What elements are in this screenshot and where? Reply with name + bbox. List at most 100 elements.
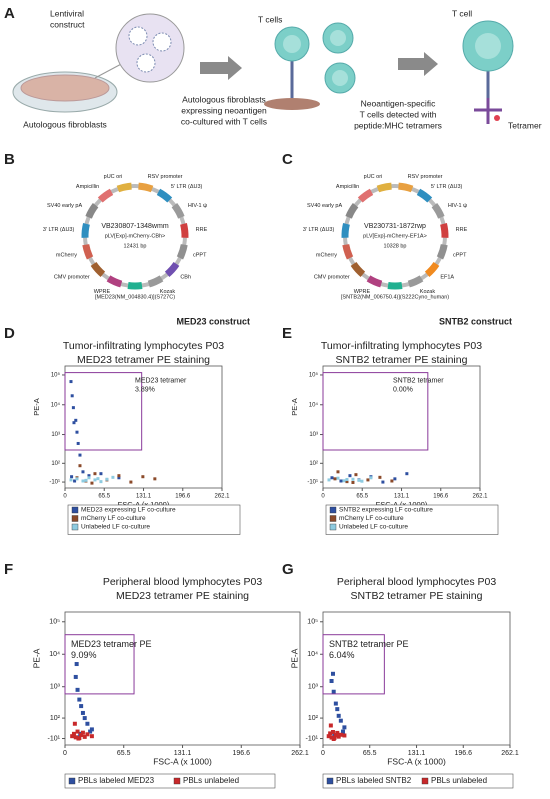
fibroblast-label: Autologous fibroblasts: [23, 119, 107, 129]
feature-arc: [171, 203, 185, 219]
event-point: [340, 729, 345, 734]
gate-percent: 0.00%: [393, 386, 413, 393]
plasmid-size: 12431 bp: [124, 243, 147, 249]
event-point: [326, 734, 331, 739]
y-tick-label: 10⁴: [309, 401, 319, 408]
feature-arc: [416, 188, 433, 203]
plasmid-description: pLV[Exp]-mCherry-EF1A>: [363, 233, 427, 239]
event-point: [330, 476, 334, 480]
y-tick-label: 10⁵: [309, 372, 319, 379]
x-axis-label: FSC-A (x 1000): [153, 756, 212, 766]
event-point: [72, 721, 77, 726]
event-point: [85, 721, 90, 726]
y-tick-label: 10³: [51, 432, 60, 438]
feature-arc: [85, 203, 99, 219]
feature-label: Ampicillin: [76, 184, 99, 190]
plasmid-name: VB230807-1348wmm: [101, 223, 168, 230]
event-point: [117, 474, 121, 478]
event-point: [342, 479, 346, 483]
event-point: [345, 477, 349, 481]
feature-arc: [357, 188, 374, 203]
event-point: [69, 478, 73, 482]
event-point: [76, 736, 81, 741]
fluorophore: [494, 115, 500, 121]
construct-label: construct: [50, 19, 85, 29]
feature-label: Ampicillin: [336, 184, 359, 190]
detection-label: peptide:MHC tetramers: [354, 120, 442, 130]
feature-label: RSV promoter: [148, 174, 183, 180]
event-point: [339, 479, 343, 483]
y-tick-label: 10²: [51, 461, 60, 467]
event-point: [129, 480, 133, 484]
event-point: [72, 421, 76, 425]
event-point: [369, 476, 373, 480]
legend-box: [67, 504, 241, 535]
event-point: [105, 477, 109, 481]
legend-swatch: [71, 515, 79, 522]
plot-frame: [322, 611, 511, 746]
feature-arc: [116, 182, 132, 193]
legend-box: [64, 773, 276, 789]
co-culture-label: Autologous fibroblasts: [182, 94, 266, 104]
detection-label: Neoantigen-specific: [361, 98, 436, 108]
panel-label: C: [282, 151, 293, 168]
feature-label: CMV promoter: [54, 274, 90, 280]
legend-label: Unlabeled LF co-culture: [339, 524, 408, 531]
construct-caption: MED23 construct: [176, 316, 250, 326]
x-axis-label: FSC-A (x 1000): [376, 500, 428, 509]
event-point: [330, 730, 335, 735]
x-tick-label: 65.5: [117, 750, 131, 757]
feature-arc: [106, 275, 123, 288]
legend-box: [322, 773, 514, 789]
fibroblast-layer: [20, 74, 110, 102]
event-point: [71, 731, 76, 736]
nucleus: [283, 35, 301, 53]
feature-label: Kozak: [420, 289, 436, 295]
event-point: [70, 394, 74, 398]
construct-label: Lentiviral: [50, 8, 84, 18]
chart-title: Peripheral blood lymphocytes P03: [337, 576, 497, 588]
feature-arc: [366, 275, 383, 288]
chart-subtitle: SNTB2 tetramer PE staining: [351, 590, 483, 602]
feature-arc: [82, 243, 94, 260]
y-tick-label: 10²: [308, 715, 319, 722]
legend-swatch: [329, 506, 337, 514]
feature-arc: [436, 243, 448, 260]
panel-label: G: [282, 561, 294, 578]
x-tick-label: 0: [321, 750, 325, 757]
feature-arc: [90, 261, 106, 277]
fibroblast: [264, 98, 320, 110]
y-axis-label: PE-A: [32, 398, 41, 416]
x-tick-label: 262.1: [472, 494, 488, 500]
chart-subtitle: MED23 tetramer PE staining: [116, 590, 249, 602]
event-point: [80, 730, 85, 735]
legend-swatch: [68, 777, 76, 785]
x-tick-label: 196.6: [433, 494, 449, 500]
event-point: [79, 733, 84, 738]
chart-title: Tumor-infiltrating lymphocytes P03: [63, 340, 224, 352]
co-culture-label: expressing neoantigen: [181, 105, 267, 115]
legend-label: PBLs labeled SNTB2: [336, 776, 412, 785]
event-point: [348, 474, 352, 478]
feature-arc: [440, 223, 449, 238]
t-cells-label: T cells: [258, 14, 282, 24]
legend-swatch: [71, 523, 79, 531]
event-point: [70, 734, 75, 739]
chart-title: Peripheral blood lymphocytes P03: [103, 576, 263, 588]
y-axis-label: PE-A: [31, 648, 41, 668]
plasmid-description: pLV[Exp]-mCherry-CBh>: [105, 233, 166, 239]
feature-label: pUC ori: [364, 174, 383, 180]
event-point: [357, 478, 361, 482]
x-tick-label: 131.1: [408, 750, 426, 757]
feature-arc: [164, 261, 180, 277]
gate-percent: 6.04%: [329, 650, 355, 660]
event-point: [74, 662, 79, 667]
event-point: [75, 687, 80, 692]
event-point: [73, 674, 78, 679]
x-tick-label: 0: [63, 494, 67, 500]
x-tick-label: 0: [63, 750, 67, 757]
event-point: [329, 679, 334, 684]
event-point: [89, 727, 94, 732]
feature-label: cPPT: [193, 252, 207, 258]
x-tick-label: 196.6: [175, 494, 191, 500]
